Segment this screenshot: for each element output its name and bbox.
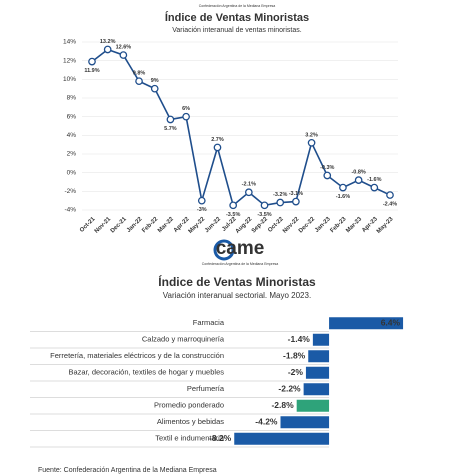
point xyxy=(229,201,238,210)
bar xyxy=(305,366,330,379)
value-label: -3.5% xyxy=(257,212,271,218)
top-note: Confederación Argentina de la Mediana Em… xyxy=(199,4,276,8)
point xyxy=(292,197,300,206)
point xyxy=(339,183,347,192)
value-label: 12.6% xyxy=(116,45,132,51)
value-label: -2.1% xyxy=(242,182,256,188)
value-label: -2% xyxy=(288,367,304,377)
point xyxy=(260,201,269,210)
value-label: -2.4% xyxy=(383,202,397,208)
point xyxy=(119,51,128,59)
value-label: 5.7% xyxy=(164,126,177,132)
point xyxy=(276,198,285,207)
point xyxy=(213,143,222,152)
value-label: -0.8% xyxy=(351,170,365,176)
x-tick-label: Nov-21 xyxy=(94,216,113,235)
x-tick-label: Sep-22 xyxy=(251,216,270,235)
category-label: Promedio ponderado xyxy=(154,401,224,410)
bar-subtitle: Variación interanual sectorial. Mayo 202… xyxy=(163,291,311,300)
category-label: Ferretería, materiales eléctricos y de l… xyxy=(50,351,224,360)
value-label: -3% xyxy=(197,207,207,213)
x-tick-label: Nov-22 xyxy=(282,216,301,235)
x-tick-label: Mar-23 xyxy=(345,216,363,234)
value-label: 11.9% xyxy=(84,68,99,74)
x-tick-label: Aug-22 xyxy=(235,216,254,235)
value-label: -0.3% xyxy=(320,165,334,171)
point xyxy=(166,115,175,124)
value-label: 6% xyxy=(182,106,190,112)
category-label: Alimentos y bebidas xyxy=(157,417,224,426)
point xyxy=(323,171,332,180)
point xyxy=(354,176,363,184)
point xyxy=(244,188,253,197)
logo-tagline: Confederación Argentina de la Mediana Em… xyxy=(202,262,279,266)
value-label: -3.2% xyxy=(273,192,287,198)
bar xyxy=(280,416,330,429)
value-label: -1.6% xyxy=(367,177,381,183)
value-label: -4.2% xyxy=(255,417,278,427)
x-tick-label: Jun-22 xyxy=(204,216,222,234)
value-label: 13.2% xyxy=(100,39,116,45)
bar xyxy=(303,383,330,396)
point xyxy=(88,57,96,66)
category-label: Textil e indumentaria xyxy=(155,434,225,443)
line-title: Índice de Ventas Minoristas xyxy=(165,11,309,24)
point xyxy=(307,138,316,147)
category-label: Bazar, decoración, textiles de hogar y m… xyxy=(68,368,224,377)
y-tick-label: 6% xyxy=(67,113,77,120)
y-tick-label: 2% xyxy=(67,151,77,158)
point xyxy=(135,77,143,86)
point xyxy=(370,183,379,192)
value-label: -2.8% xyxy=(271,400,294,410)
x-tick-label: May-22 xyxy=(188,216,207,235)
x-tick-label: Dec-21 xyxy=(110,216,129,235)
value-label: -1.4% xyxy=(288,334,311,344)
value-label: 9.8% xyxy=(133,71,146,77)
value-label: -1.6% xyxy=(336,194,350,200)
logo-text: came xyxy=(216,238,265,259)
bar xyxy=(296,399,330,412)
value-label: 6.4% xyxy=(381,318,401,328)
value-label: -3.5% xyxy=(226,212,240,218)
bar xyxy=(312,333,330,346)
value-label: 3.2% xyxy=(305,132,318,138)
category-label: Farmacia xyxy=(193,318,225,327)
value-label: -3.1% xyxy=(289,191,303,197)
bar-title: Índice de Ventas Minoristas xyxy=(158,274,316,289)
x-tick-label: Feb-23 xyxy=(330,216,348,234)
value-label: -1.8% xyxy=(283,351,306,361)
x-tick-label: Feb-22 xyxy=(141,216,159,234)
value-label: 2.7% xyxy=(211,137,224,143)
bar xyxy=(329,317,404,330)
y-tick-label: -4% xyxy=(64,207,76,214)
category-label: Calzado y marroquinería xyxy=(142,335,225,344)
y-tick-label: 14% xyxy=(63,39,76,46)
value-label: -8.2% xyxy=(209,433,232,443)
point xyxy=(150,84,159,93)
x-tick-label: May-23 xyxy=(376,216,395,235)
logo: came Confederación Argentina de la Media… xyxy=(202,238,279,266)
point xyxy=(197,196,206,205)
x-tick-label: Dec-22 xyxy=(298,216,317,235)
source: Fuente: Confederación Argentina de la Me… xyxy=(38,467,217,474)
y-tick-label: 4% xyxy=(67,132,77,139)
y-tick-label: 10% xyxy=(63,76,76,83)
line-subtitle: Variación interanual de ventas minorista… xyxy=(172,27,301,34)
bar xyxy=(234,432,330,445)
value-label: 9% xyxy=(151,78,159,84)
y-tick-label: 0% xyxy=(67,169,77,176)
category-label: Perfumería xyxy=(187,384,225,393)
y-tick-label: -2% xyxy=(64,188,76,195)
value-label: -2.2% xyxy=(278,384,301,394)
point xyxy=(386,191,394,199)
bar xyxy=(308,350,330,363)
logo-ring xyxy=(213,239,235,261)
y-tick-label: 8% xyxy=(67,95,77,102)
y-tick-label: 12% xyxy=(63,57,76,64)
point xyxy=(182,112,190,121)
x-tick-label: Mar-22 xyxy=(157,216,175,234)
point xyxy=(103,45,112,54)
